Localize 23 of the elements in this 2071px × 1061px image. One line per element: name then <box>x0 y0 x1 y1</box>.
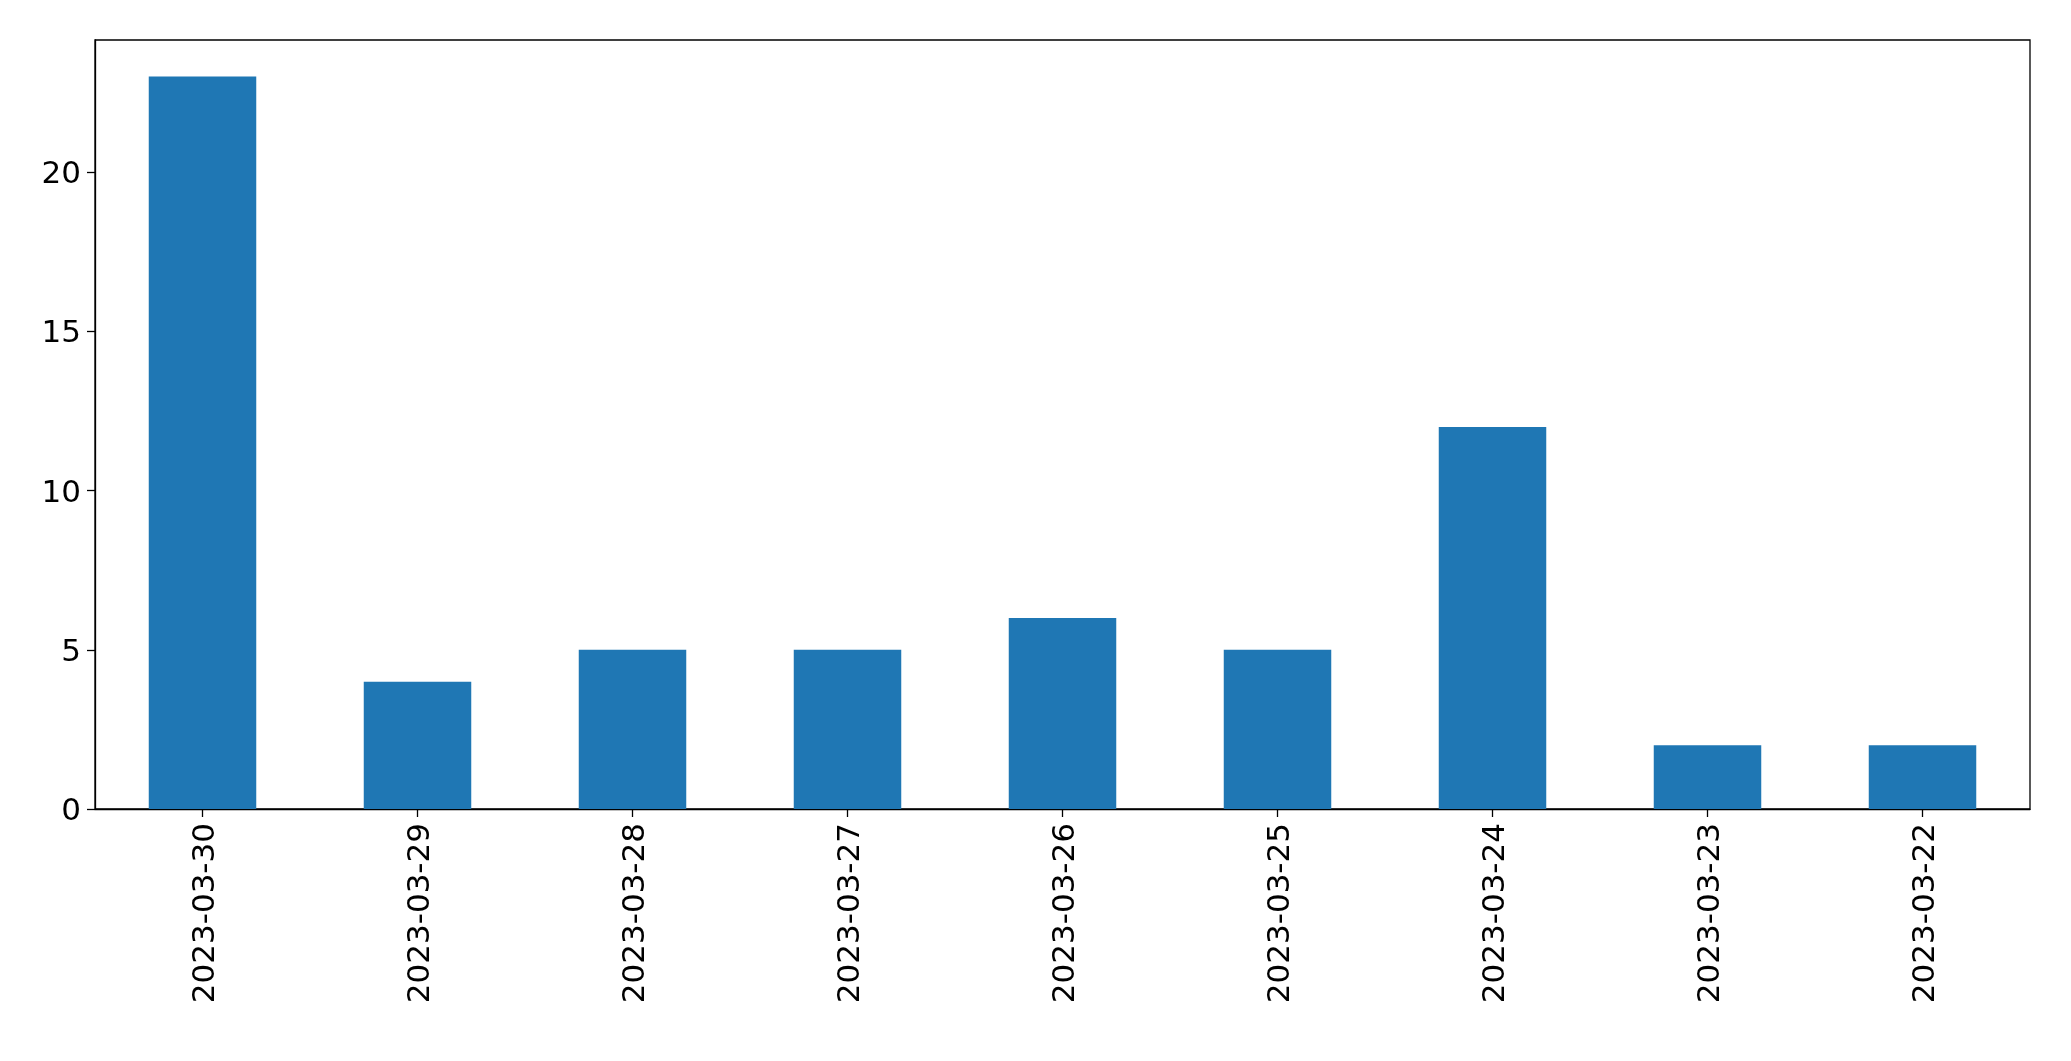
y-tick-label: 20 <box>41 154 81 191</box>
bar <box>793 649 902 809</box>
x-tick-label: 2023-03-28 <box>614 823 651 1004</box>
x-tick-label: 2023-03-24 <box>1474 823 1511 1004</box>
bar <box>1223 649 1332 809</box>
bar <box>1438 426 1547 809</box>
bar <box>1008 617 1117 809</box>
bar <box>363 681 472 809</box>
bar <box>1653 745 1762 809</box>
bar <box>578 649 687 809</box>
x-tick-label: 2023-03-30 <box>184 823 221 1004</box>
x-tick-label: 2023-03-22 <box>1904 823 1941 1004</box>
y-tick-label: 5 <box>61 631 81 668</box>
y-tick-label: 10 <box>41 472 81 509</box>
bar <box>1868 745 1977 809</box>
x-tick-label: 2023-03-29 <box>399 823 436 1004</box>
x-tick-label: 2023-03-25 <box>1259 823 1296 1004</box>
y-tick-label: 15 <box>41 313 81 350</box>
bar <box>148 76 257 809</box>
x-tick-label: 2023-03-23 <box>1689 823 1726 1004</box>
x-tick-label: 2023-03-26 <box>1044 823 1081 1004</box>
y-tick-label: 0 <box>61 791 81 827</box>
x-tick-label: 2023-03-27 <box>829 823 866 1004</box>
